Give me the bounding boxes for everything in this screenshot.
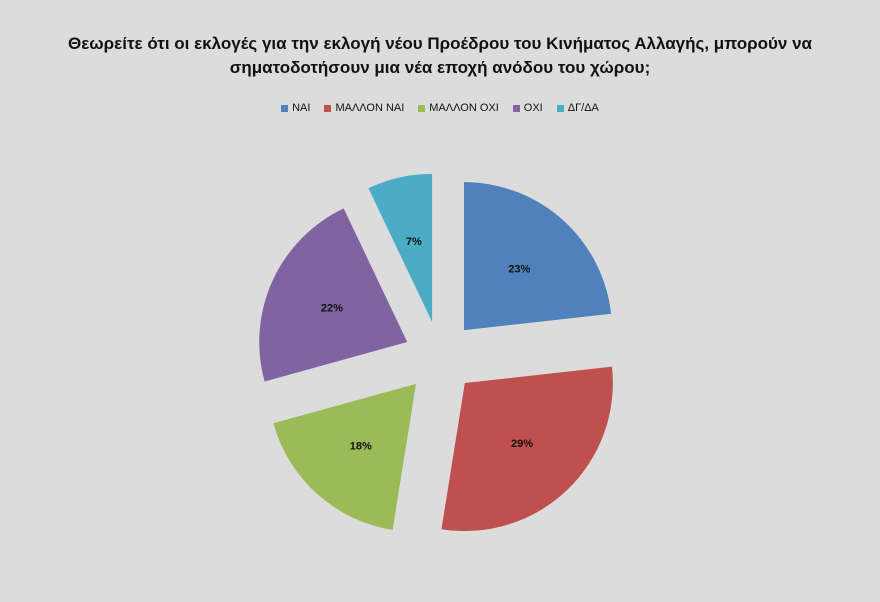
legend-item-mallon-oxi: ΜΑΛΛΟΝ ΟΧΙ bbox=[418, 102, 499, 114]
legend-swatch bbox=[512, 104, 520, 112]
pie-slice-mallon-oxi bbox=[273, 383, 416, 530]
data-label-mallon-oxi: 18% bbox=[350, 441, 372, 453]
legend-swatch bbox=[324, 104, 332, 112]
legend-label: ΝΑΙ bbox=[292, 102, 311, 114]
pie-slice-oxi bbox=[259, 208, 408, 382]
data-label-mallon-nai: 29% bbox=[511, 438, 533, 450]
data-label-dg-da: 7% bbox=[406, 236, 422, 248]
legend-item-mallon-nai: ΜΑΛΛΟΝ ΝΑΙ bbox=[324, 102, 404, 114]
data-label-nai: 23% bbox=[508, 263, 530, 275]
chart-title: Θεωρείτε ότι οι εκλογές για την εκλογή ν… bbox=[67, 34, 813, 77]
legend-swatch bbox=[556, 104, 564, 112]
legend-swatch bbox=[281, 104, 289, 112]
pie-slice-dg-da bbox=[368, 173, 433, 322]
pie-slice-nai bbox=[464, 182, 612, 331]
legend-item-oxi: ΟΧΙ bbox=[512, 102, 543, 114]
data-label-oxi: 22% bbox=[321, 303, 343, 315]
legend-label: ΜΑΛΛΟΝ ΟΧΙ bbox=[429, 102, 499, 114]
legend-label: ΜΑΛΛΟΝ ΝΑΙ bbox=[335, 102, 405, 114]
legend-label: ΔΓ/ΔΑ bbox=[567, 102, 599, 114]
pie-slice-mallon-nai bbox=[441, 366, 613, 532]
legend-item-dg-da: ΔΓ/ΔΑ bbox=[556, 102, 599, 114]
chart-legend: ΝΑΙ ΜΑΛΛΟΝ ΝΑΙ ΜΑΛΛΟΝ ΟΧΙ ΟΧΙ ΔΓ/ΔΑ bbox=[0, 102, 880, 114]
legend-label: ΟΧΙ bbox=[523, 102, 543, 114]
legend-item-nai: ΝΑΙ bbox=[281, 102, 310, 114]
legend-swatch bbox=[418, 104, 426, 112]
